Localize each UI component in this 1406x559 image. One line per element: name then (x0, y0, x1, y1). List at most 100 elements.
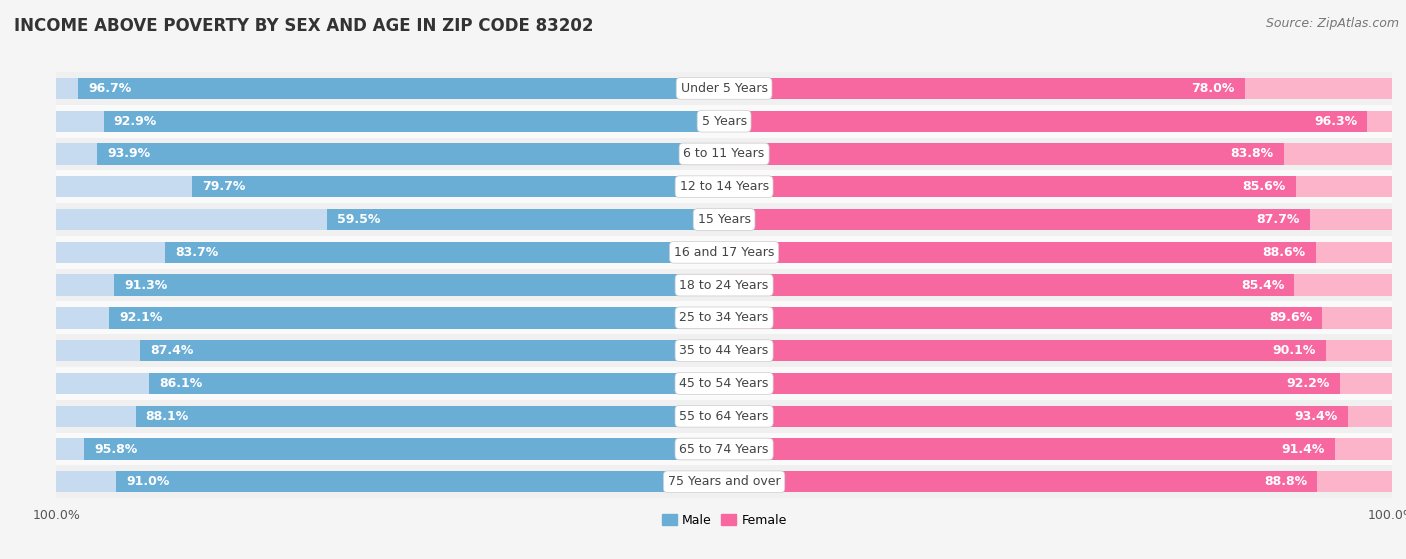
Bar (724, 438, 1392, 459)
Bar (724, 471, 1317, 492)
Text: 85.4%: 85.4% (1241, 278, 1285, 292)
Text: 88.1%: 88.1% (146, 410, 188, 423)
Text: 85.6%: 85.6% (1243, 180, 1285, 193)
Text: 91.4%: 91.4% (1281, 443, 1324, 456)
Bar (97, 143, 724, 164)
Bar (724, 307, 1323, 329)
Text: 12 to 14 Years: 12 to 14 Years (679, 180, 769, 193)
Text: 59.5%: 59.5% (337, 213, 380, 226)
Bar (724, 307, 1392, 329)
Text: 88.8%: 88.8% (1264, 475, 1308, 489)
Bar (724, 176, 1296, 197)
Bar (110, 307, 724, 329)
Text: 96.3%: 96.3% (1315, 115, 1357, 127)
Bar (165, 241, 724, 263)
Text: 75 Years and over: 75 Years and over (668, 475, 780, 489)
Bar (56, 433, 1392, 466)
Bar (191, 176, 724, 197)
Bar (56, 274, 724, 296)
Bar (117, 471, 724, 492)
Bar (56, 209, 724, 230)
Bar (56, 340, 724, 361)
Bar (724, 78, 1246, 99)
Text: 93.9%: 93.9% (107, 148, 150, 160)
Bar (141, 340, 724, 361)
Bar (724, 209, 1392, 230)
Text: 25 to 34 Years: 25 to 34 Years (679, 311, 769, 324)
Bar (724, 274, 1295, 296)
Text: 95.8%: 95.8% (94, 443, 138, 456)
Bar (724, 241, 1316, 263)
Bar (56, 373, 724, 394)
Text: 5 Years: 5 Years (702, 115, 747, 127)
Bar (56, 143, 724, 164)
Bar (724, 471, 1392, 492)
Bar (724, 143, 1392, 164)
Bar (56, 241, 724, 263)
Text: 55 to 64 Years: 55 to 64 Years (679, 410, 769, 423)
Text: 88.6%: 88.6% (1263, 246, 1306, 259)
Bar (56, 367, 1392, 400)
Bar (724, 438, 1334, 459)
Bar (56, 138, 1392, 170)
Text: 79.7%: 79.7% (202, 180, 245, 193)
Bar (56, 471, 724, 492)
Bar (56, 301, 1392, 334)
Text: INCOME ABOVE POVERTY BY SEX AND AGE IN ZIP CODE 83202: INCOME ABOVE POVERTY BY SEX AND AGE IN Z… (14, 17, 593, 35)
Bar (56, 72, 1392, 105)
Bar (724, 111, 1367, 132)
Text: 35 to 44 Years: 35 to 44 Years (679, 344, 769, 357)
Bar (724, 373, 1392, 394)
Bar (724, 340, 1392, 361)
Text: 87.4%: 87.4% (150, 344, 194, 357)
Bar (136, 406, 724, 427)
Text: 87.7%: 87.7% (1257, 213, 1299, 226)
Bar (84, 438, 724, 459)
Bar (56, 170, 1392, 203)
Bar (724, 176, 1392, 197)
Bar (326, 209, 724, 230)
Text: 92.1%: 92.1% (120, 311, 162, 324)
Bar (56, 111, 724, 132)
Text: 15 Years: 15 Years (697, 213, 751, 226)
Bar (56, 406, 724, 427)
Bar (724, 406, 1392, 427)
Bar (724, 241, 1392, 263)
Text: 86.1%: 86.1% (159, 377, 202, 390)
Bar (149, 373, 724, 394)
Bar (56, 269, 1392, 301)
Bar (724, 373, 1340, 394)
Text: 91.0%: 91.0% (127, 475, 170, 489)
Text: 16 and 17 Years: 16 and 17 Years (673, 246, 775, 259)
Text: 93.4%: 93.4% (1295, 410, 1339, 423)
Text: 91.3%: 91.3% (124, 278, 167, 292)
Bar (724, 209, 1310, 230)
Bar (56, 466, 1392, 498)
Text: 92.9%: 92.9% (114, 115, 157, 127)
Bar (724, 340, 1326, 361)
Bar (56, 203, 1392, 236)
Bar (56, 176, 724, 197)
Bar (724, 143, 1284, 164)
Bar (104, 111, 724, 132)
Bar (56, 438, 724, 459)
Text: 89.6%: 89.6% (1270, 311, 1312, 324)
Text: 96.7%: 96.7% (89, 82, 132, 95)
Bar (56, 78, 724, 99)
Text: 83.7%: 83.7% (176, 246, 218, 259)
Bar (56, 400, 1392, 433)
Text: Source: ZipAtlas.com: Source: ZipAtlas.com (1265, 17, 1399, 30)
Text: 6 to 11 Years: 6 to 11 Years (683, 148, 765, 160)
Bar (114, 274, 724, 296)
Text: 83.8%: 83.8% (1230, 148, 1274, 160)
Bar (56, 334, 1392, 367)
Bar (724, 78, 1392, 99)
Text: 18 to 24 Years: 18 to 24 Years (679, 278, 769, 292)
Text: 65 to 74 Years: 65 to 74 Years (679, 443, 769, 456)
Legend: Male, Female: Male, Female (657, 509, 792, 532)
Bar (724, 111, 1392, 132)
Bar (56, 307, 724, 329)
Bar (724, 406, 1348, 427)
Text: 90.1%: 90.1% (1272, 344, 1316, 357)
Text: Under 5 Years: Under 5 Years (681, 82, 768, 95)
